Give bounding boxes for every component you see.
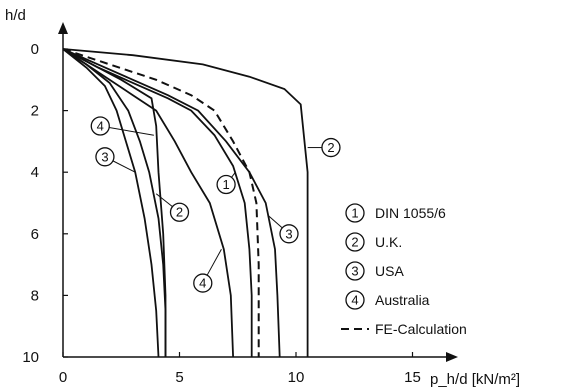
- marker-leader: [155, 193, 173, 208]
- curve-markers: 2 1 3 4 2 3 4: [90, 116, 341, 293]
- series-line-4-3: [62, 48, 234, 358]
- legend-label: DIN 1055/6: [375, 205, 446, 221]
- marker-circle-2: [321, 137, 341, 158]
- y-tick-label: 8: [31, 287, 39, 304]
- series-line-3-2: [62, 48, 281, 358]
- legend-label: Australia: [375, 292, 430, 308]
- legend-circle-1: [345, 203, 365, 223]
- legend-circle-4: [345, 290, 365, 310]
- legend-circle-2: [345, 232, 365, 252]
- series-line-2-1: [62, 48, 309, 357]
- marker-number: 2: [327, 140, 334, 155]
- marker-number: 3: [285, 226, 292, 241]
- legend-number: 3: [351, 264, 358, 279]
- marker-circle-4: [193, 273, 213, 293]
- legend-circle-3: [345, 261, 365, 281]
- y-tick-label: 10: [22, 349, 39, 366]
- marker-circle-3: [279, 224, 299, 244]
- x-axis-title: p_h/d [kN/m²]: [430, 371, 520, 388]
- legend-label: USA: [375, 263, 404, 279]
- series-line-2-5: [62, 48, 167, 357]
- x-tick-label: 10: [288, 369, 305, 386]
- y-tick-label: 4: [31, 164, 39, 181]
- marker-leader: [206, 248, 222, 276]
- x-tick-label: 5: [175, 369, 183, 386]
- marker-leader: [267, 214, 283, 229]
- series-line-1-0: [62, 48, 253, 357]
- marker-leader: [109, 127, 154, 136]
- legend-number: 2: [351, 235, 358, 250]
- x-tick-label: 0: [59, 369, 67, 386]
- marker-number: 2: [176, 205, 183, 220]
- marker-number: 4: [97, 119, 104, 134]
- legend-label: FE-Calculation: [375, 321, 467, 337]
- marker-number: 4: [199, 276, 206, 291]
- curves: [62, 48, 309, 358]
- y-axis-title: h/d: [5, 7, 26, 24]
- series-line-fe-4: [62, 48, 260, 357]
- y-tick-label: 2: [31, 103, 39, 120]
- axes: 0 2 4 6 8 10 0 5 10 15 h/d p_h/d [kN/m²]: [5, 7, 520, 388]
- legend-label: U.K.: [375, 234, 402, 250]
- series-line-4-7: [62, 48, 167, 357]
- y-axis-arrow: [58, 22, 68, 34]
- marker-circle-2: [169, 202, 190, 222]
- marker-circle-1: [216, 174, 236, 195]
- marker-number: 1: [222, 177, 229, 192]
- marker-leader: [112, 160, 136, 173]
- marker-number: 3: [101, 149, 108, 164]
- series-line-3-6: [62, 48, 160, 358]
- legend-number: 1: [351, 206, 358, 221]
- x-tick-label: 15: [404, 369, 421, 386]
- y-tick-label: 0: [31, 41, 39, 58]
- marker-circle-4: [90, 116, 110, 136]
- y-tick-label: 6: [31, 226, 39, 243]
- legend-number: 4: [351, 293, 358, 308]
- marker-leader: [231, 171, 236, 178]
- x-axis-arrow: [446, 352, 458, 362]
- legend: 1 DIN 1055/6 2 U.K. 3 USA 4 Australia FE-Calcula…: [341, 203, 467, 337]
- marker-circle-3: [95, 147, 115, 167]
